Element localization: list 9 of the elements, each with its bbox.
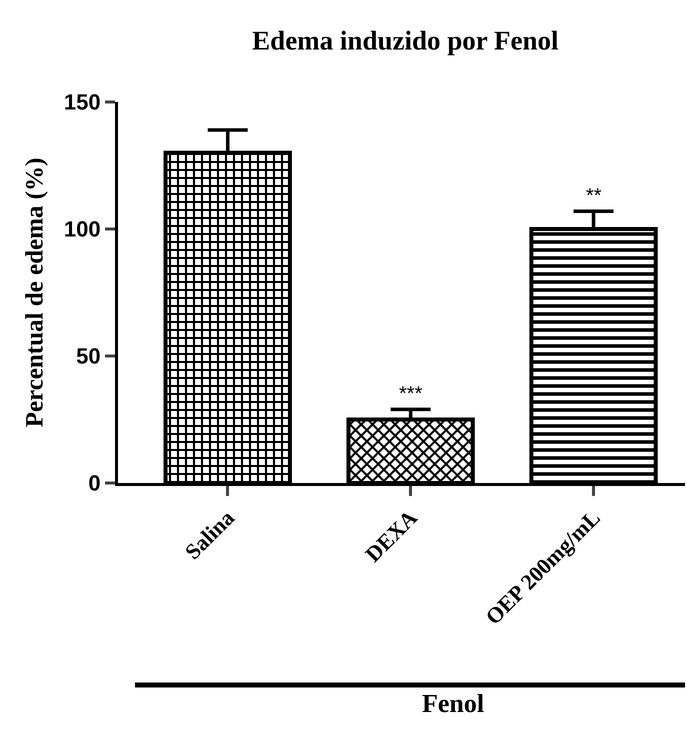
annotation: *** [399, 383, 423, 405]
y-tick-label: 150 [64, 90, 101, 115]
y-axis-title: Percentual de edema (%) [22, 158, 49, 428]
y-tick-label: 0 [88, 470, 101, 496]
x-axis-title: Fenol [422, 689, 484, 718]
y-tick-label: 50 [76, 344, 101, 369]
y-tick-label: 100 [64, 216, 101, 242]
chart-title: Edema induzido por Fenol [252, 25, 559, 56]
annotation: ** [586, 185, 602, 207]
